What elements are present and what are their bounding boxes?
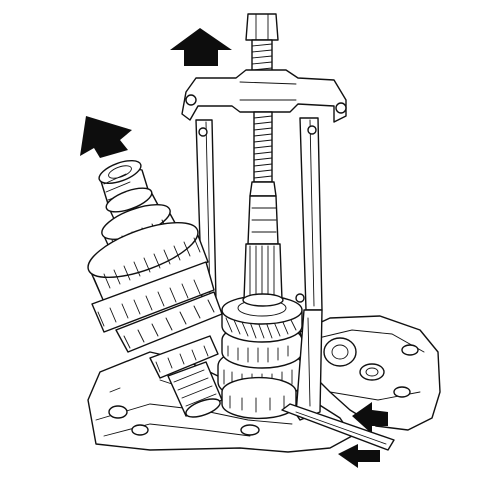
lift-arrow-puller xyxy=(170,28,232,66)
mainshaft-gear-assembly xyxy=(87,159,223,418)
press-arrow-lower xyxy=(338,444,380,468)
lift-arrow-mainshaft xyxy=(80,116,132,158)
countershaft-gear-stack xyxy=(217,295,303,420)
bearing-puller xyxy=(181,13,347,421)
press-arrow-upper xyxy=(352,402,388,434)
press-tool-bar xyxy=(281,403,395,451)
